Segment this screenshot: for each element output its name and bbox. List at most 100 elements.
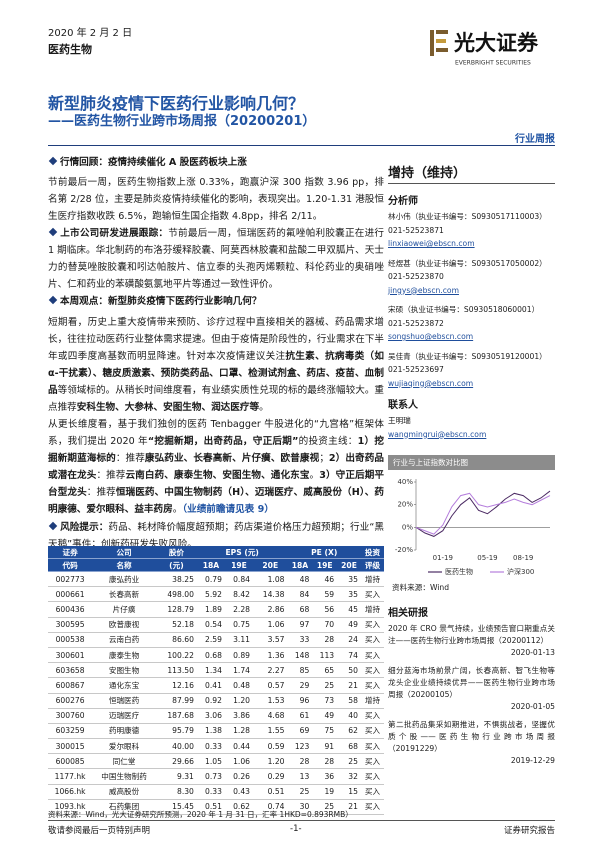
table-cell: 0.75	[224, 617, 253, 633]
header-cell: 证券	[48, 546, 93, 559]
bold-text: 2）出奇药品或潜在龙头	[48, 453, 385, 481]
footer-left: 敬请参阅最后一页特别声明	[48, 826, 151, 836]
bullet-heading: 疫情持续催化 A 股医药板块上涨	[107, 157, 247, 168]
chart-source: 资料来源：Wind	[392, 583, 450, 592]
table-cell: 1.34	[196, 662, 225, 679]
legend-label: 医药生物	[445, 567, 473, 576]
analyst-name: 吴佳青	[388, 351, 411, 361]
table-cell: 康泰生物	[92, 647, 156, 664]
table-cell: 安图生物	[92, 662, 156, 679]
report-title: 第二批药品集采如期推进，不惧挑战者，坚握优质个股——医药生物行业跨市场周报（20…	[388, 720, 555, 753]
header-row: 代码 名称 (元) 18A 19E 20E 18A 19E 20E 评级	[48, 558, 384, 572]
bullet-heading: 新型肺炎疫情下医药行业影响几何？	[107, 296, 262, 307]
table-cell: 25	[287, 784, 313, 800]
text: 药品、耗材降价幅度超预期；药店渠道价格压力超预期；行业“黑天鹅”事件；创新药研发…	[48, 522, 384, 550]
table-cell: 40	[337, 708, 361, 724]
table-cell: 0.62	[224, 799, 253, 816]
table-row: 600436 片仔癀 128.79 1.89 2.28 2.86 68 56 45 增持	[48, 601, 384, 618]
table-cell: 买入	[360, 768, 384, 785]
table-cell: 97	[287, 617, 313, 633]
table-cell: 通化东宝	[92, 677, 156, 694]
table-cell: 70	[312, 617, 338, 633]
table-cell: 0.43	[224, 784, 253, 800]
table-cell: 38.25	[155, 571, 197, 588]
table-cell: 0.57	[253, 677, 288, 694]
bold-text: 安科生物、大参林、安图生物、润达医疗等	[76, 402, 260, 413]
analyst-line: 经煜甚（执业证书编号：S0930517050002）	[388, 257, 555, 271]
table-cell: 113	[312, 647, 338, 664]
analyst-line: 吴佳青（执业证书编号：S0930519120001）	[388, 350, 555, 364]
table-cell: 长春高新	[92, 586, 156, 603]
text: 等领域标的。从稍长时间维度看，有业绩实质性兑现的标的最终涨幅较大。重点推荐	[48, 385, 385, 413]
table-cell: 600276	[48, 693, 93, 709]
table-cell: 1.36	[253, 647, 288, 664]
table-cell: 35	[337, 586, 361, 603]
page-number: -1-	[290, 824, 302, 834]
bold-text: 云南白药、康泰生物、安图生物、通化东宝	[125, 470, 310, 481]
table-cell: 148	[287, 647, 313, 664]
table-cell: 买入	[360, 677, 384, 694]
table-cell: 86.60	[155, 632, 197, 648]
bold-text: 康弘药业、长春高新、片仔癀、欧普康视	[144, 453, 320, 464]
table-cell: 9.31	[155, 768, 197, 785]
table-cell: 68	[287, 601, 313, 618]
table-cell: 84	[287, 586, 313, 603]
table-cell: 恒瑞医药	[92, 693, 156, 709]
header-cell: 19E	[224, 558, 253, 572]
table-cell: 28	[312, 753, 338, 770]
report-date: 2020 年 2 月 2 日	[48, 28, 133, 39]
table-cell: 123	[287, 738, 313, 755]
table-cell: 1177.hk	[48, 768, 93, 785]
table-cell: 8.42	[224, 586, 253, 603]
table-cell: 0.41	[196, 677, 225, 694]
y-tick-label: -20%	[395, 546, 413, 554]
contact: 王明瑞 wangmingrui@ebscn.com	[388, 414, 555, 441]
table-cell: 0.89	[224, 647, 253, 664]
table-cell: 49	[337, 617, 361, 633]
bullet-label: 风险提示：	[60, 522, 109, 533]
analyst-line: 林小伟（执业证书编号：S0930517110003）	[388, 210, 555, 224]
text-block: 风险提示：药品、耗材降价幅度超预期；药店渠道价格压力超预期；行业“黑天鹅”事件；…	[48, 519, 384, 553]
table-cell: 25	[312, 677, 338, 694]
table-cell: 113.50	[155, 662, 197, 679]
table-cell: 000661	[48, 586, 93, 603]
table-cell: 买入	[360, 662, 384, 679]
table-cell: 0.84	[224, 571, 253, 588]
report-date: 2020-01-05	[510, 702, 555, 711]
text-block: 短期看，历史上重大疫情带来预防、诊疗过程中直接相关的器械、药品需求增长，往往拉动…	[48, 314, 384, 416]
table-cell: 59	[312, 586, 338, 603]
header-cell: 评级	[360, 558, 384, 572]
table-cell: 2.86	[253, 601, 288, 618]
bold-text: 恒瑞医药、中国生物制药（H）、迈瑞医疗、威高股份（H）、药明康德、爱尔眼科、益丰…	[48, 487, 385, 515]
table-cell: 87.99	[155, 693, 197, 709]
related-reports: 相关研报 2020 年 CRO 景气持续，业绩预告窗口期重点关注——医药生物行业跨…	[388, 604, 555, 773]
table-cell: 云南白药	[92, 632, 156, 648]
table-cell: 65	[312, 662, 338, 679]
bold-text: 1）挖掘新期蓝海标的	[48, 436, 384, 464]
table-cell: 0.79	[196, 571, 225, 588]
table-cell: 300595	[48, 617, 93, 633]
table-cell: 同仁堂	[92, 753, 156, 770]
table-cell: 36	[312, 768, 338, 785]
header-row: 证券 公司 股价 EPS (元) PE (X) 投资	[48, 546, 384, 559]
table-cell: 187.68	[155, 708, 197, 724]
table-cell: 100.22	[155, 647, 197, 664]
bold-text: “挖掘新期，出奇药品，守正后期”	[147, 436, 299, 447]
header-cell: 18A	[196, 558, 225, 572]
analyst: 经煜甚（执业证书编号：S0930517050002） 021-52523870 ji…	[388, 257, 555, 298]
table-row: 1177.hk 中国生物制药 9.31 0.73 0.26 0.29 13 36 32 买入	[48, 768, 384, 785]
table-cell: 片仔癀	[92, 601, 156, 618]
table-cell: 14.38	[253, 586, 288, 603]
table-cell: 5.92	[196, 586, 225, 603]
chart: 行业与上证指数对比图 -20% 0% 20% 40% 01-19 05-19 08-19 医药…	[388, 455, 555, 576]
table-cell: 300760	[48, 708, 93, 724]
text: 节前最后一周，恒瑞医药的氟唑帕利胶囊正在进行 1 期临床。华北制药的布洛芬缓释胶…	[48, 228, 385, 290]
y-tick-label: 0%	[402, 523, 413, 531]
table-cell: 603259	[48, 723, 93, 740]
bold-text: 抗生素、抗病毒类（如α-干扰素）、糖皮质激素、预防类药品、口罩、检测试剂盒、药店…	[48, 351, 385, 396]
table-cell: 12.16	[155, 677, 197, 694]
table-row: 002773 康弘药业 38.25 0.79 0.84 1.08 48 46 35 增持	[48, 571, 384, 588]
table-cell: 29	[287, 677, 313, 694]
table-cell: 62	[337, 723, 361, 740]
